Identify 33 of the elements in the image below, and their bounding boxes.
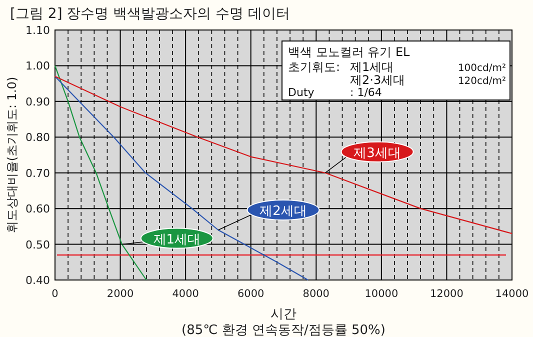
x-tick-label: 0 <box>52 288 58 300</box>
y-tick-label: 1.00 <box>26 60 50 73</box>
line-series <box>54 65 147 281</box>
series-label: 제1세대 <box>153 232 201 248</box>
text: 제2세대 <box>260 204 307 219</box>
annotation: 120cd/m² <box>458 76 506 87</box>
y-tick-label: 0.70 <box>26 166 50 180</box>
annotation: Duty <box>288 86 315 99</box>
text: (85℃ 환경 연속동작/점등률 50%) <box>182 323 386 337</box>
x-tick-label: 4000 <box>172 288 199 300</box>
y-tick-label: 0.90 <box>26 95 50 108</box>
y-axis-title: 휘도상대비율(초기휘도: 1.0) <box>5 76 19 234</box>
y-tick-label: 0.50 <box>26 238 50 252</box>
x-tick-label: 6000 <box>237 288 264 300</box>
y-tick-label: 0.40 <box>26 274 50 287</box>
x-tick-label: 10000 <box>364 288 398 300</box>
y-tick-label: 0.80 <box>26 131 50 144</box>
annotation: 100cd/m² <box>458 63 506 74</box>
x-tick-label: 14000 <box>495 288 529 300</box>
chart-title: [그림 2] 장수명 백색발광소자의 수명 데이터 <box>10 6 290 22</box>
annotation: 제2·3세대 <box>350 73 406 87</box>
annotation: : 1/64 <box>350 86 382 99</box>
annotation: 초기휘도: <box>288 60 340 74</box>
annotation: 백색 모노컬러 유기 EL <box>288 45 410 59</box>
y-tick-label: 1.10 <box>26 24 50 37</box>
series-label: 제3세대 <box>354 146 401 161</box>
annotation: 제1세대 <box>350 60 394 74</box>
x-tick-label: 8000 <box>302 288 330 300</box>
line-series <box>54 76 513 234</box>
x-tick-label: 2000 <box>106 288 134 300</box>
y-tick-label: 0.60 <box>26 202 50 216</box>
x-axis-title: 시간 <box>270 307 296 322</box>
x-tick-label: 12000 <box>430 288 464 300</box>
